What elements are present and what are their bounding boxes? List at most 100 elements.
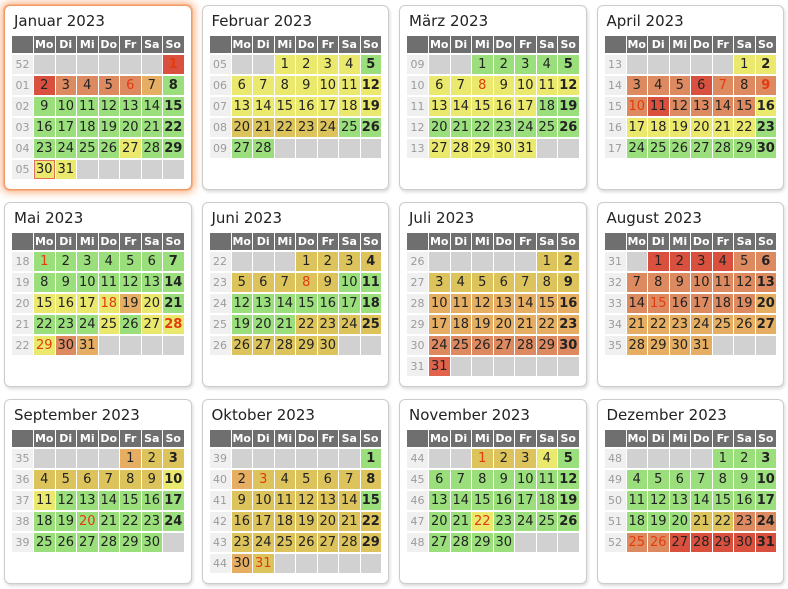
day-cell[interactable]: 19 [296, 512, 317, 531]
day-cell[interactable]: 16 [141, 491, 162, 510]
day-cell[interactable]: 26 [120, 315, 141, 334]
day-cell[interactable]: 30 [755, 139, 776, 158]
day-cell[interactable]: 14 [339, 491, 360, 510]
day-cell[interactable]: 16 [558, 294, 579, 313]
day-cell[interactable]: 1 [360, 449, 381, 468]
day-cell[interactable]: 10 [55, 97, 76, 116]
day-cell[interactable]: 16 [734, 491, 755, 510]
day-cell[interactable]: 3 [55, 76, 76, 95]
day-cell[interactable]: 31 [691, 336, 712, 355]
day-cell[interactable]: 26 [360, 118, 381, 137]
day-cell[interactable]: 28 [98, 533, 119, 552]
day-cell[interactable]: 26 [558, 118, 579, 137]
day-cell[interactable]: 17 [253, 512, 274, 531]
day-cell[interactable]: 5 [55, 470, 76, 489]
day-cell[interactable]: 16 [493, 491, 514, 510]
day-cell[interactable]: 22 [296, 315, 317, 334]
day-cell[interactable]: 29 [296, 336, 317, 355]
day-cell[interactable]: 24 [339, 315, 360, 334]
day-cell[interactable]: 9 [141, 470, 162, 489]
day-cell[interactable]: 14 [274, 294, 295, 313]
day-cell[interactable]: 12 [120, 273, 141, 292]
day-cell[interactable]: 3 [691, 252, 712, 271]
day-cell[interactable]: 27 [429, 533, 450, 552]
day-cell[interactable]: 22 [648, 315, 669, 334]
day-cell[interactable]: 4 [34, 470, 55, 489]
day-cell[interactable]: 11 [360, 273, 381, 292]
day-cell[interactable]: 16 [296, 97, 317, 116]
day-cell[interactable]: 10 [515, 470, 536, 489]
day-cell[interactable]: 4 [360, 252, 381, 271]
day-cell[interactable]: 21 [98, 512, 119, 531]
day-cell[interactable]: 4 [626, 470, 647, 489]
day-cell[interactable]: 19 [648, 512, 669, 531]
day-cell[interactable]: 16 [55, 294, 76, 313]
day-cell[interactable]: 6 [231, 76, 252, 95]
day-cell[interactable]: 13 [253, 294, 274, 313]
day-cell[interactable]: 4 [77, 76, 98, 95]
day-cell[interactable]: 3 [77, 252, 98, 271]
day-cell[interactable]: 18 [536, 97, 557, 116]
day-cell[interactable]: 21 [691, 512, 712, 531]
day-cell[interactable]: 11 [77, 97, 98, 116]
day-cell[interactable]: 31 [429, 357, 450, 376]
day-cell[interactable]: 3 [515, 55, 536, 74]
day-cell[interactable]: 16 [231, 512, 252, 531]
day-cell[interactable]: 2 [141, 449, 162, 468]
day-cell[interactable]: 1 [472, 449, 493, 468]
day-cell[interactable]: 26 [669, 139, 690, 158]
day-cell[interactable]: 29 [712, 533, 733, 552]
day-cell[interactable]: 23 [734, 512, 755, 531]
day-cell[interactable]: 5 [120, 252, 141, 271]
day-cell[interactable]: 12 [296, 491, 317, 510]
day-cell[interactable]: 18 [536, 491, 557, 510]
day-cell[interactable]: 22 [163, 118, 184, 137]
day-cell[interactable]: 18 [450, 315, 471, 334]
day-cell[interactable]: 6 [120, 76, 141, 95]
day-cell[interactable]: 10 [77, 273, 98, 292]
day-cell[interactable]: 31 [55, 160, 76, 179]
day-cell[interactable]: 23 [493, 118, 514, 137]
day-cell[interactable]: 20 [429, 118, 450, 137]
day-cell[interactable]: 6 [691, 76, 712, 95]
day-cell[interactable]: 24 [626, 139, 647, 158]
day-cell[interactable]: 2 [734, 449, 755, 468]
day-cell[interactable]: 14 [515, 294, 536, 313]
day-cell[interactable]: 9 [734, 470, 755, 489]
day-cell[interactable]: 12 [734, 273, 755, 292]
day-cell[interactable]: 30 [734, 533, 755, 552]
day-cell[interactable]: 11 [274, 491, 295, 510]
day-cell[interactable]: 20 [493, 315, 514, 334]
day-cell[interactable]: 22 [34, 315, 55, 334]
day-cell[interactable]: 5 [648, 470, 669, 489]
day-cell[interactable]: 8 [648, 273, 669, 292]
day-cell[interactable]: 5 [296, 470, 317, 489]
day-cell[interactable]: 11 [648, 97, 669, 116]
day-cell[interactable]: 14 [253, 97, 274, 116]
day-cell[interactable]: 7 [450, 76, 471, 95]
day-cell[interactable]: 28 [163, 315, 184, 334]
day-cell[interactable]: 19 [360, 97, 381, 116]
day-cell[interactable]: 10 [691, 273, 712, 292]
day-cell[interactable]: 13 [429, 97, 450, 116]
day-cell[interactable]: 11 [712, 273, 733, 292]
day-cell[interactable]: 28 [691, 533, 712, 552]
day-cell[interactable]: 23 [755, 118, 776, 137]
day-cell[interactable]: 27 [429, 139, 450, 158]
day-cell[interactable]: 1 [120, 449, 141, 468]
day-cell[interactable]: 15 [472, 97, 493, 116]
day-cell[interactable]: 3 [163, 449, 184, 468]
day-cell[interactable]: 1 [536, 252, 557, 271]
day-cell[interactable]: 25 [339, 118, 360, 137]
day-cell[interactable]: 24 [77, 315, 98, 334]
day-cell[interactable]: 8 [712, 470, 733, 489]
day-cell[interactable]: 2 [231, 470, 252, 489]
day-cell[interactable]: 12 [648, 491, 669, 510]
day-cell[interactable]: 2 [296, 55, 317, 74]
day-cell[interactable]: 24 [515, 118, 536, 137]
day-cell[interactable]: 20 [253, 315, 274, 334]
day-cell[interactable]: 23 [141, 512, 162, 531]
day-cell[interactable]: 18 [274, 512, 295, 531]
day-cell[interactable]: 12 [360, 76, 381, 95]
day-cell[interactable]: 17 [626, 118, 647, 137]
